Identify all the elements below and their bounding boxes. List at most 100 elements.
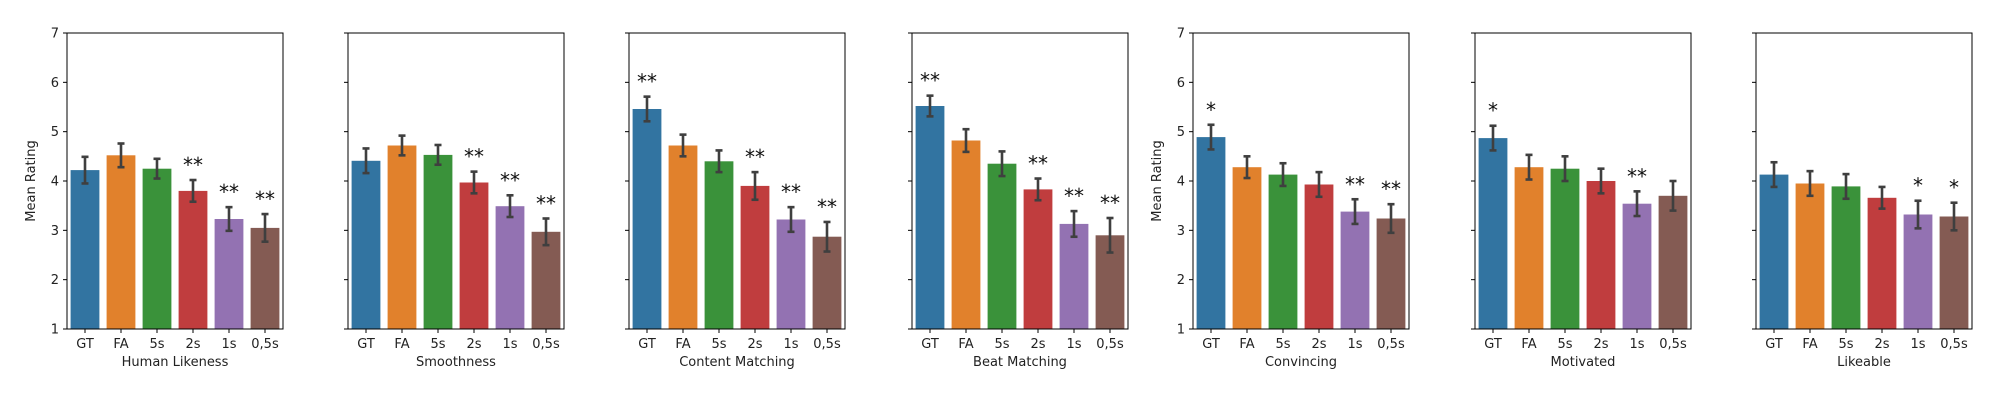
bar-3-0	[915, 106, 945, 329]
x-axis-label-4: Convincing	[1265, 355, 1337, 370]
bar-2-3	[740, 185, 770, 329]
x-tick-label-3-5: 0,5s	[1096, 337, 1124, 352]
significance-label-2-5: **	[817, 195, 837, 219]
x-tick-label-5-3: 2s	[1593, 337, 1608, 352]
panel-frame-1	[347, 32, 565, 330]
bar-5-0	[1478, 138, 1508, 329]
y-tick-label-4-0: 1	[1177, 323, 1185, 338]
bar-2-4	[776, 219, 806, 329]
x-tick-label-5-2: 5s	[1557, 337, 1572, 352]
x-tick-label-5-0: GT	[1484, 337, 1502, 352]
panel-frame-0	[66, 32, 284, 330]
bar-0-3	[178, 190, 208, 329]
x-tick-label-2-4: 1s	[783, 337, 798, 352]
significance-label-4-4: **	[1345, 172, 1365, 196]
significance-label-3-3: **	[1028, 152, 1048, 176]
bar-3-4	[1059, 223, 1089, 329]
bar-0-5	[250, 227, 280, 329]
y-tick-label-0-6: 7	[51, 27, 59, 42]
bar-5-3	[1586, 181, 1616, 329]
significance-label-6-4: *	[1913, 174, 1923, 198]
x-tick-label-4-2: 5s	[1275, 337, 1290, 352]
x-tick-label-6-0: GT	[1765, 337, 1783, 352]
x-tick-label-4-4: 1s	[1347, 337, 1362, 352]
x-tick-label-5-4: 1s	[1629, 337, 1644, 352]
x-tick-label-0-2: 5s	[149, 337, 164, 352]
bar-6-5	[1939, 216, 1969, 329]
bar-4-2	[1268, 174, 1298, 329]
bar-0-0	[70, 170, 100, 329]
significance-label-5-0: *	[1488, 99, 1498, 123]
x-axis-label-1: Smoothness	[416, 355, 496, 370]
bar-6-1	[1795, 183, 1825, 329]
panel-frame-3	[911, 32, 1129, 330]
x-tick-label-3-1: FA	[958, 337, 973, 352]
x-tick-label-3-0: GT	[921, 337, 939, 352]
bar-6-3	[1867, 197, 1897, 329]
bar-1-2	[423, 154, 453, 329]
bar-1-5	[531, 231, 561, 329]
significance-label-6-5: *	[1949, 176, 1959, 200]
y-tick-label-0-5: 6	[51, 76, 59, 91]
y-tick-label-0-4: 5	[51, 125, 59, 140]
significance-label-2-3: **	[745, 145, 765, 169]
bar-5-4	[1622, 203, 1652, 329]
x-tick-label-1-0: GT	[357, 337, 375, 352]
x-tick-label-1-5: 0,5s	[532, 337, 560, 352]
panel-frame-5	[1474, 32, 1692, 330]
x-tick-label-0-0: GT	[76, 337, 94, 352]
x-tick-label-1-4: 1s	[502, 337, 517, 352]
significance-label-3-5: **	[1100, 191, 1120, 215]
bar-4-3	[1304, 184, 1334, 329]
x-tick-label-3-4: 1s	[1066, 337, 1081, 352]
x-axis-label-2: Content Matching	[679, 355, 795, 370]
x-tick-label-6-4: 1s	[1910, 337, 1925, 352]
x-tick-label-1-2: 5s	[430, 337, 445, 352]
bar-6-4	[1903, 214, 1933, 329]
x-tick-label-0-4: 1s	[221, 337, 236, 352]
bar-1-0	[351, 160, 381, 329]
x-tick-label-3-2: 5s	[994, 337, 1009, 352]
bar-4-4	[1340, 211, 1370, 329]
x-axis-label-5: Motivated	[1551, 355, 1616, 370]
x-axis-label-0: Human Likeness	[122, 355, 229, 370]
x-tick-label-3-3: 2s	[1030, 337, 1045, 352]
x-tick-label-1-1: FA	[394, 337, 409, 352]
y-tick-label-0-1: 2	[51, 273, 59, 288]
significance-label-0-3: **	[183, 153, 203, 177]
bar-3-3	[1023, 189, 1053, 329]
y-tick-label-4-5: 6	[1177, 76, 1185, 91]
x-tick-label-4-1: FA	[1239, 337, 1254, 352]
significance-label-3-0: **	[920, 69, 940, 93]
y-tick-label-0-2: 3	[51, 224, 59, 239]
x-tick-label-4-5: 0,5s	[1377, 337, 1405, 352]
significance-label-4-5: **	[1381, 177, 1401, 201]
bar-2-0	[632, 109, 662, 329]
significance-label-5-4: **	[1627, 164, 1647, 188]
significance-label-2-0: **	[637, 70, 657, 94]
bar-1-1	[387, 145, 417, 329]
bar-2-1	[668, 145, 698, 329]
x-tick-label-6-5: 0,5s	[1940, 337, 1968, 352]
x-tick-label-5-5: 0,5s	[1659, 337, 1687, 352]
x-tick-label-2-5: 0,5s	[813, 337, 841, 352]
bar-5-5	[1658, 195, 1688, 329]
y-tick-label-0-0: 1	[51, 323, 59, 338]
bar-1-4	[495, 206, 525, 329]
x-tick-label-2-0: GT	[638, 337, 656, 352]
bar-6-2	[1831, 186, 1861, 329]
y-tick-label-4-2: 3	[1177, 224, 1185, 239]
panel-frame-4	[1192, 32, 1410, 330]
x-tick-label-5-1: FA	[1521, 337, 1536, 352]
bar-0-2	[142, 168, 172, 329]
x-tick-label-6-3: 2s	[1874, 337, 1889, 352]
x-tick-label-6-2: 5s	[1838, 337, 1853, 352]
x-tick-label-2-3: 2s	[747, 337, 762, 352]
significance-label-1-5: **	[536, 192, 556, 216]
x-tick-label-0-5: 0,5s	[251, 337, 279, 352]
y-tick-label-4-1: 2	[1177, 273, 1185, 288]
x-tick-label-0-1: FA	[113, 337, 128, 352]
y-tick-label-0-3: 4	[51, 175, 59, 190]
x-tick-label-2-1: FA	[675, 337, 690, 352]
